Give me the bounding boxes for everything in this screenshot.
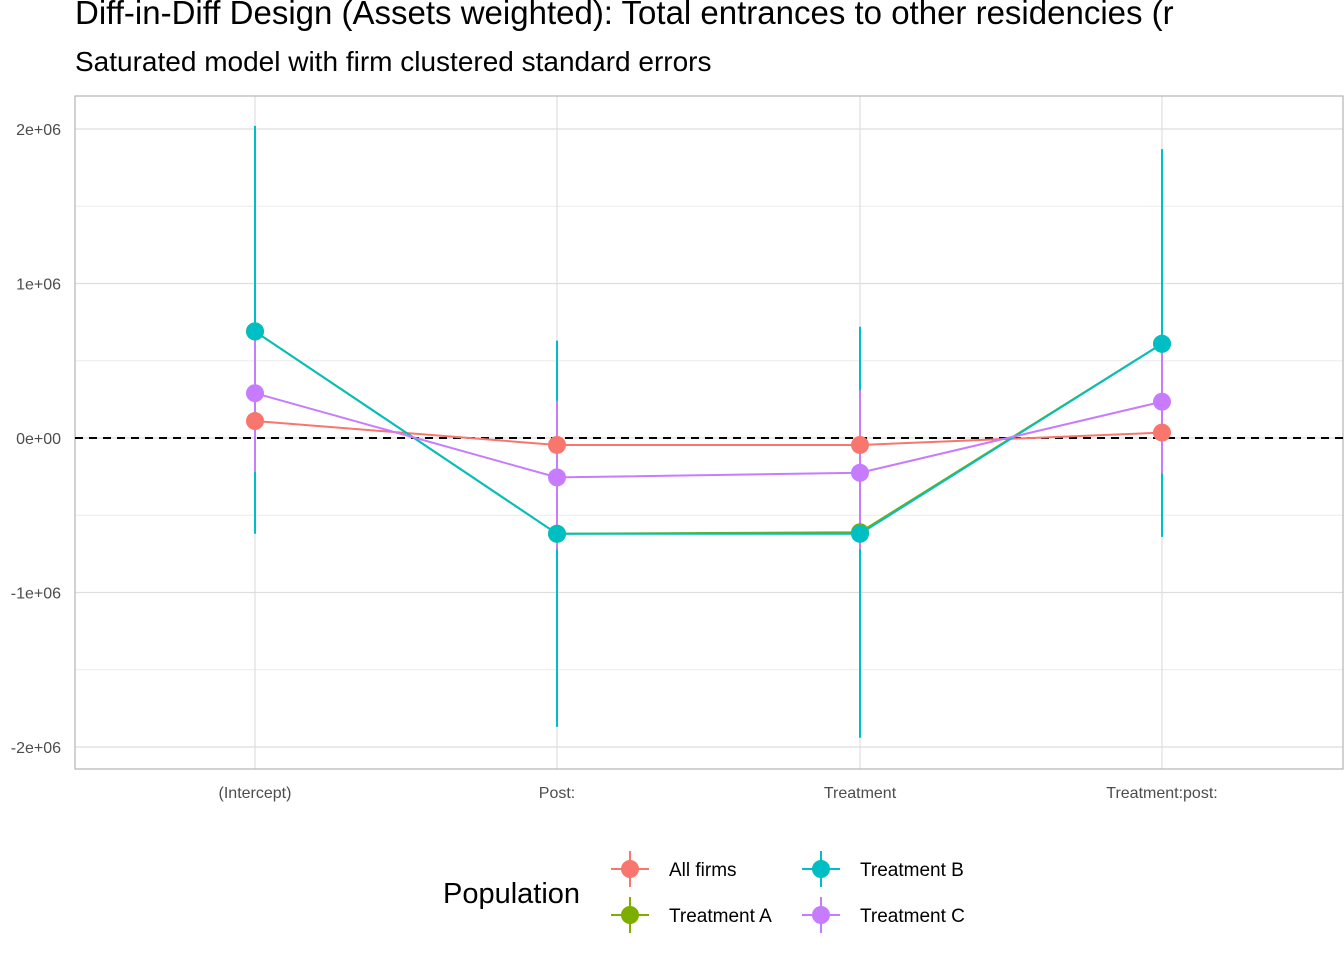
data-point-treatment-b xyxy=(548,524,566,543)
minor-gridlines xyxy=(75,205,1343,671)
y-tick-label: -1e+06 xyxy=(11,586,61,603)
legend-key-point xyxy=(621,860,639,878)
legend-key-point xyxy=(812,860,830,878)
legend-key-treatment-b xyxy=(802,851,840,887)
data-point-treatment-c xyxy=(548,468,566,487)
data-point-all-firms xyxy=(851,435,869,454)
data-point-treatment-c xyxy=(851,463,869,482)
legend-label-treatment-a: Treatment A xyxy=(669,906,772,927)
series-points xyxy=(246,322,1171,543)
legend-key-point xyxy=(812,906,830,924)
y-tick-label: 0e+00 xyxy=(16,431,61,448)
legend-key-treatment-c xyxy=(802,897,840,933)
x-tick-label: Post: xyxy=(539,785,575,802)
chart-subtitle: Saturated model with firm clustered stan… xyxy=(75,46,712,77)
x-tick-label: Treatment xyxy=(824,785,897,802)
legend-title: Population xyxy=(443,878,580,910)
data-point-treatment-b xyxy=(851,524,869,543)
y-tick-label: 2e+06 xyxy=(16,122,61,139)
series-line-treatment-b xyxy=(254,330,1163,535)
legend-key-treatment-a xyxy=(611,897,649,933)
y-axis-ticks: 2e+06 1e+06 0e+00 -1e+06 -2e+06 xyxy=(11,122,61,757)
y-tick-label: -2e+06 xyxy=(11,740,61,757)
data-point-treatment-b xyxy=(1153,334,1171,353)
legend-label-treatment-c: Treatment C xyxy=(860,906,965,927)
series-lines xyxy=(254,330,1163,535)
data-point-all-firms xyxy=(246,412,264,431)
x-tick-label: Treatment:post: xyxy=(1106,785,1217,802)
y-tick-label: 1e+06 xyxy=(16,277,61,294)
legend-key-all-firms xyxy=(611,851,649,887)
series-line-treatment-c xyxy=(254,392,1163,479)
data-point-all-firms xyxy=(548,435,566,454)
legend-label-all-firms: All firms xyxy=(669,860,737,881)
legend: Population All firms Treatment A Treatment… xyxy=(443,851,965,933)
data-point-treatment-c xyxy=(246,384,264,403)
legend-label-treatment-b: Treatment B xyxy=(860,860,964,881)
panel-border xyxy=(74,95,1344,770)
legend-key-point xyxy=(621,906,639,924)
x-tick-label: (Intercept) xyxy=(219,785,292,802)
chart-title: Diff-in-Diff Design (Assets weighted): T… xyxy=(75,0,1174,31)
x-axis-ticks: (Intercept) Post: Treatment Treatment:post: xyxy=(219,785,1218,802)
data-point-treatment-b xyxy=(246,322,264,341)
data-point-all-firms xyxy=(1153,423,1171,442)
data-point-treatment-c xyxy=(1153,392,1171,411)
